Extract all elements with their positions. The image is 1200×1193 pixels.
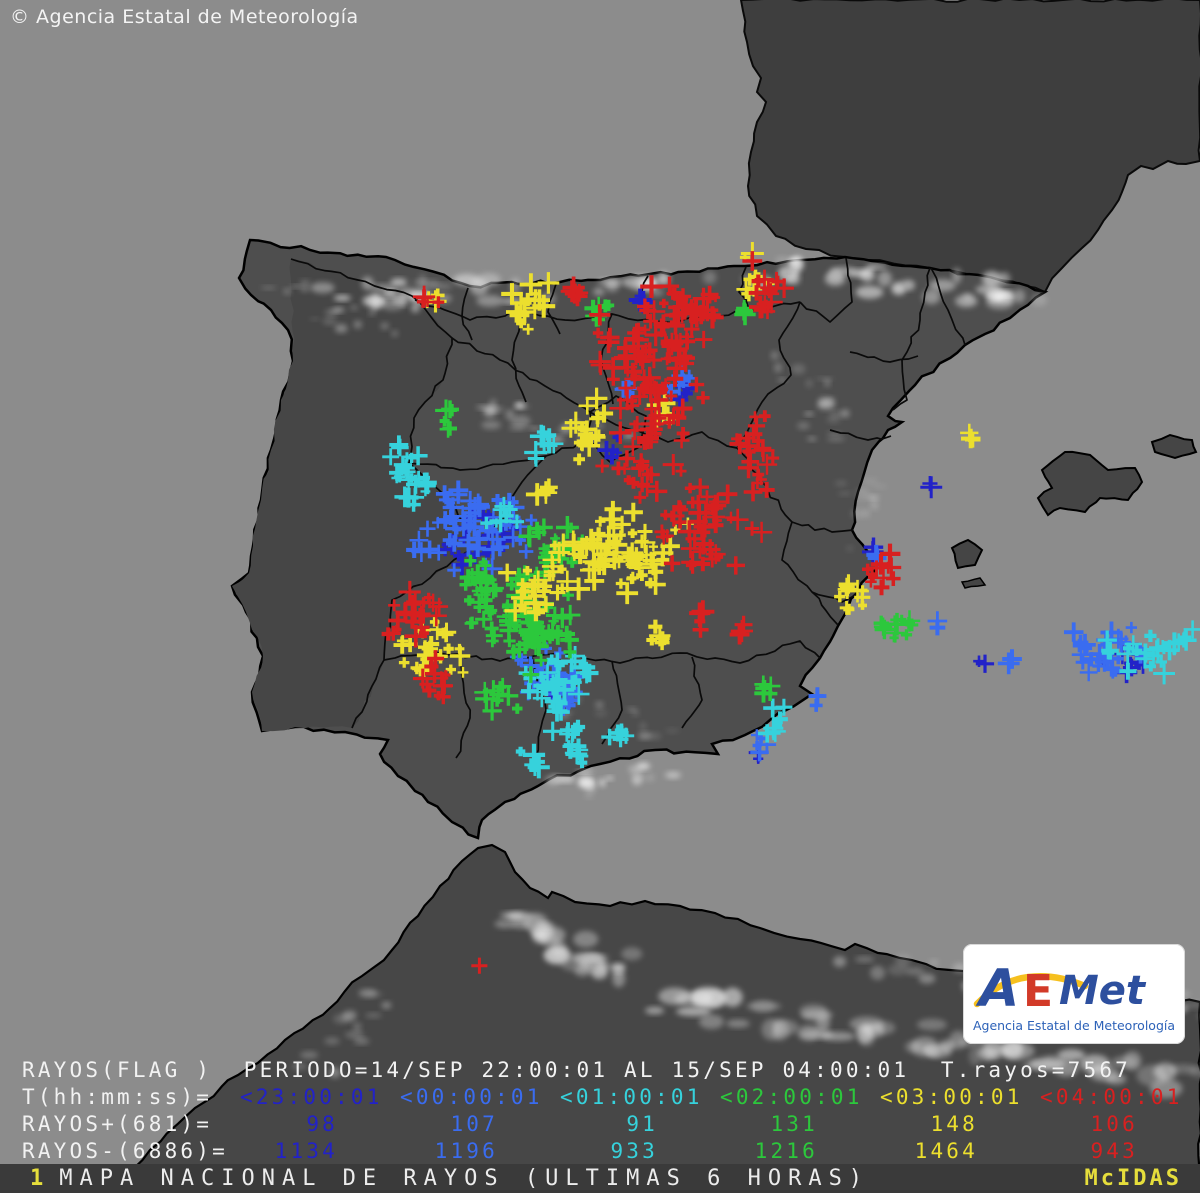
footer-title: MAPA NACIONAL DE RAYOS (ULTIMAS 6 HORAS) bbox=[59, 1166, 870, 1191]
legend-negative-values: 1134 1196 933 1216 1464 943 bbox=[230, 1138, 1190, 1165]
aemet-logo-art: A E Met Agencia Estatal de Meteorología bbox=[973, 959, 1175, 1033]
footer-title-bar: 1 MAPA NACIONAL DE RAYOS (ULTIMAS 6 HORA… bbox=[0, 1164, 1200, 1193]
legend-time-value-2: <01:00:01 bbox=[560, 1085, 703, 1109]
legend-plus-value-1: 107 bbox=[450, 1112, 498, 1136]
mallorca-island bbox=[1036, 450, 1144, 517]
legend-times-row: T(hh:mm:ss)= <23:00:01 <00:00:01 <01:00:01… bbox=[0, 1084, 1200, 1111]
legend-time-value-4: <03:00:01 bbox=[880, 1085, 1023, 1109]
copyright-text: © Agencia Estatal de Meteorología bbox=[10, 6, 359, 28]
legend-time-value-3: <02:00:01 bbox=[720, 1085, 863, 1109]
france-landmass bbox=[739, 0, 1200, 294]
legend-negative-label: RAYOS-(6886)= bbox=[22, 1139, 228, 1163]
legend-minus-value-1: 1196 bbox=[434, 1139, 498, 1163]
legend-time-value-0: <23:00:01 bbox=[240, 1085, 383, 1109]
legend-time-label: T(hh:mm:ss)= bbox=[22, 1085, 213, 1109]
mcidas-label: McIDAS bbox=[1084, 1166, 1182, 1191]
logo-letter-a: A bbox=[975, 959, 1019, 1019]
legend-period-text: RAYOS(FLAG ) PERIODO=14/SEP 22:00:01 AL … bbox=[22, 1058, 1132, 1082]
legend-plus-value-4: 148 bbox=[930, 1112, 978, 1136]
legend-time-value-1: <00:00:01 bbox=[400, 1085, 543, 1109]
legend-minus-value-5: 943 bbox=[1090, 1139, 1138, 1163]
legend-minus-value-0: 1134 bbox=[274, 1139, 338, 1163]
legend-minus-value-2: 933 bbox=[610, 1139, 658, 1163]
legend-minus-value-3: 1216 bbox=[754, 1139, 818, 1163]
legend-plus-value-0: 98 bbox=[306, 1112, 338, 1136]
portugal-region bbox=[232, 259, 470, 732]
legend-positive-row: RAYOS+(681)= 98 107 91 131 148 106 bbox=[0, 1111, 1200, 1138]
legend-positive-values: 98 107 91 131 148 106 bbox=[230, 1111, 1190, 1138]
logo-letters-met: Met bbox=[1059, 968, 1147, 1014]
legend-positive-label: RAYOS+(681)= bbox=[22, 1112, 213, 1136]
legend-plus-value-5: 106 bbox=[1090, 1112, 1138, 1136]
legend-period-row: RAYOS(FLAG ) PERIODO=14/SEP 22:00:01 AL … bbox=[0, 1057, 1200, 1084]
lightning-strike-markers bbox=[381, 242, 1200, 974]
aemet-logo: A E Met Agencia Estatal de Meteorología bbox=[963, 944, 1185, 1044]
logo-letter-e: E bbox=[1023, 966, 1053, 1017]
ibiza-island bbox=[950, 538, 984, 570]
legend-plus-value-2: 91 bbox=[626, 1112, 658, 1136]
footer-index: 1 bbox=[30, 1166, 44, 1191]
legend-negative-row: RAYOS-(6886)= 1134 1196 933 1216 1464 943 bbox=[0, 1138, 1200, 1165]
logo-subtitle: Agencia Estatal de Meteorología bbox=[973, 1018, 1175, 1033]
legend-time-value-5: <04:00:01 bbox=[1040, 1085, 1183, 1109]
legend-time-values: <23:00:01 <00:00:01 <01:00:01 <02:00:01 <03:… bbox=[230, 1084, 1190, 1111]
formentera-island bbox=[960, 577, 987, 589]
legend-plus-value-3: 131 bbox=[770, 1112, 818, 1136]
menorca-island bbox=[1150, 433, 1198, 460]
legend-minus-value-4: 1464 bbox=[914, 1139, 978, 1163]
logo-swoosh bbox=[973, 972, 1089, 1008]
